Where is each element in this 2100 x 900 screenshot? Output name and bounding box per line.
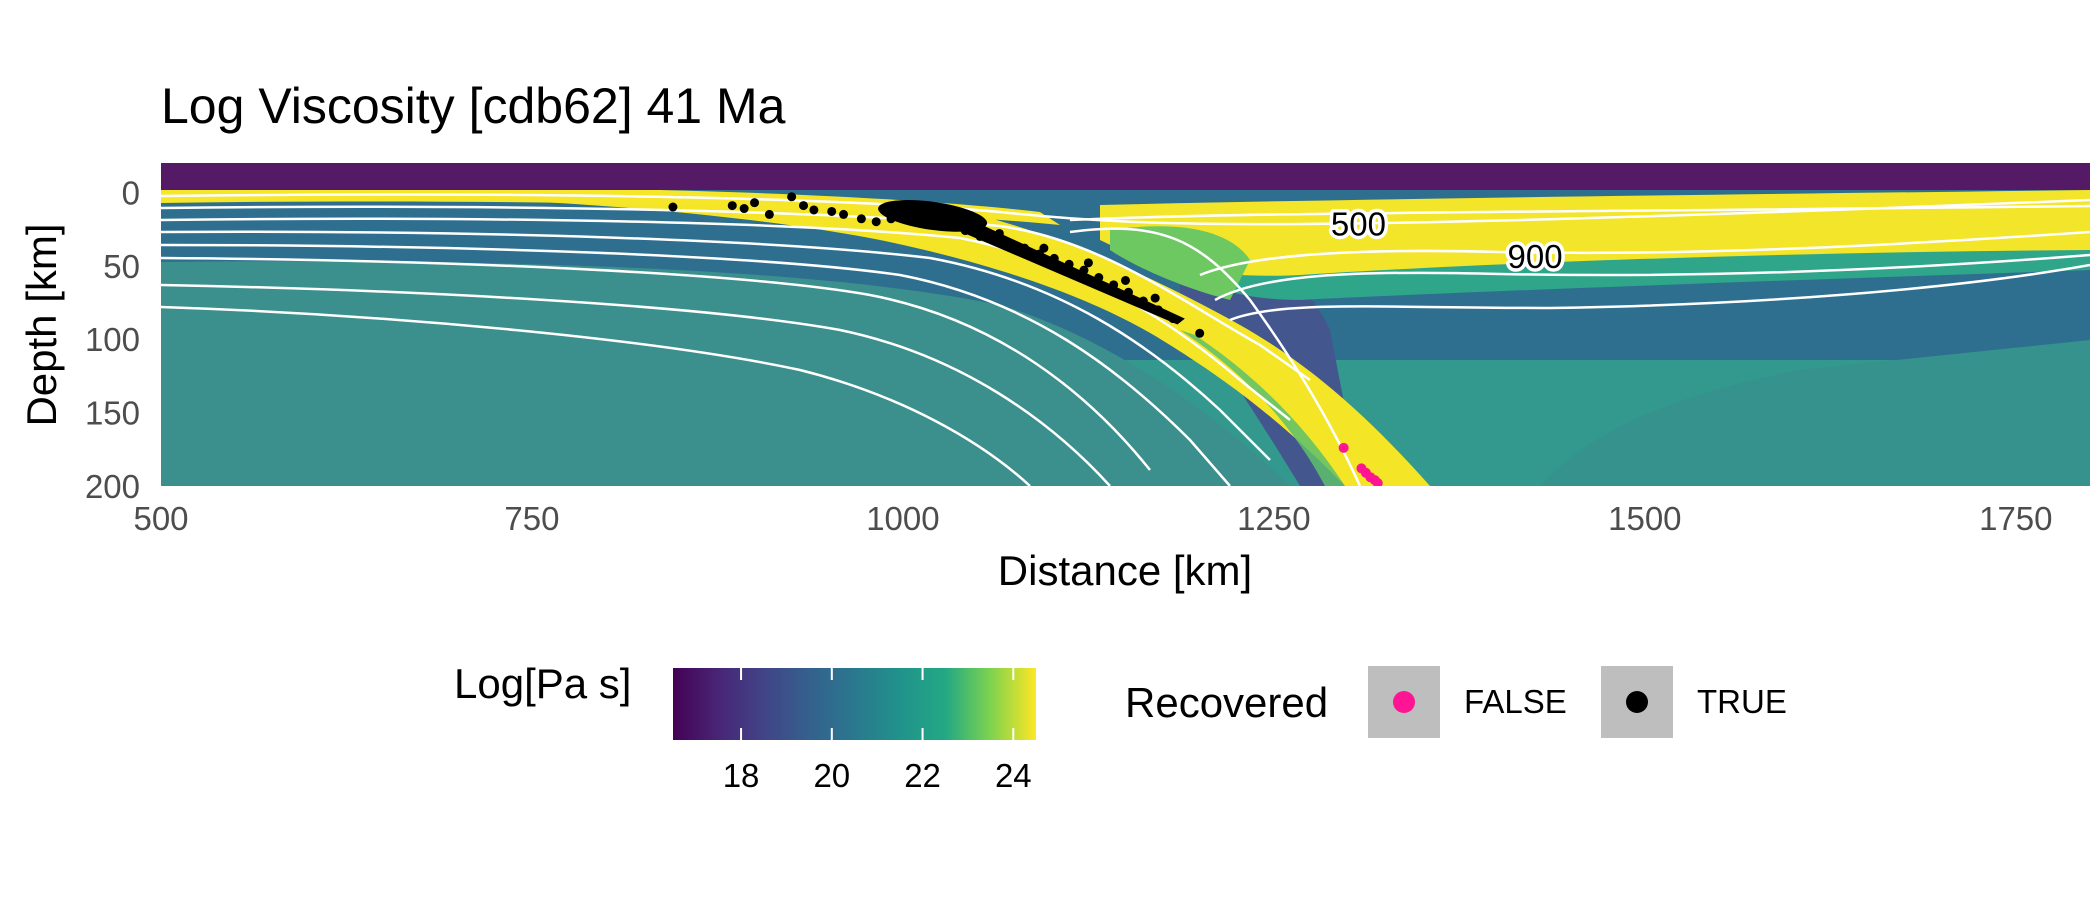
colorbar-ticks: 18 20 22 24 [723, 668, 1032, 794]
point-recovered-true [1039, 243, 1049, 253]
x-tick-label: 1750 [1979, 500, 2052, 537]
point-cluster-true [954, 215, 1185, 325]
point-recovered-true [739, 204, 749, 214]
point-recovered-false [1372, 478, 1383, 486]
legend-label: TRUE [1697, 683, 1787, 720]
y-tick-label: 200 [85, 468, 140, 505]
x-tick-label: 500 [133, 500, 188, 537]
point-recovered-true [750, 198, 760, 208]
point-recovered-true [809, 205, 819, 215]
sticky-air-layer [161, 163, 2090, 190]
slab-edge-green [1180, 330, 1345, 486]
isotherm-line [161, 243, 1231, 486]
right-mantle-region [1540, 340, 2090, 486]
slab-yellow [161, 185, 1430, 486]
x-axis-title: Distance [km] [998, 547, 1252, 594]
point-recovered-true [668, 202, 678, 212]
point-recovered-true [1150, 293, 1160, 303]
point-recovered-true [764, 209, 774, 219]
top-yellow-band [161, 186, 1060, 225]
point-recovered-true [871, 217, 881, 227]
point-recovered-true [827, 206, 837, 216]
points-legend: Recovered FALSE TRUE [1125, 666, 1787, 738]
legend-entry: TRUE [1601, 666, 1787, 738]
x-axis: 500 750 1000 1250 1500 1750 [133, 500, 2052, 537]
wedge-green-patch [1110, 226, 1250, 300]
contour-label: 900 [1508, 238, 1563, 275]
x-tick-label: 1250 [1237, 500, 1310, 537]
isotherm-line [161, 217, 1291, 421]
chart-title: Log Viscosity [cdb62] 41 Ma [161, 78, 786, 134]
lithosphere-layer [161, 261, 1290, 486]
y-axis: 0 50 100 150 200 [85, 174, 140, 505]
isotherm-line [1214, 253, 2090, 302]
point-recovered-true [1083, 258, 1093, 268]
point-recovered-true [1195, 328, 1205, 338]
x-tick-label: 1500 [1608, 500, 1681, 537]
isotherms [161, 193, 2090, 486]
isotherm-line [1229, 263, 2090, 322]
right-crust-yellow [1100, 190, 2090, 276]
legend-entry: FALSE [1368, 666, 1567, 738]
isotherm-line [161, 305, 1031, 486]
contour-label: 500 [1331, 206, 1386, 243]
y-tick-label: 50 [103, 248, 140, 285]
colorbar-tick-label: 20 [813, 757, 850, 794]
isotherm-line [161, 256, 1151, 471]
y-tick-label: 0 [122, 174, 140, 211]
point-recovered-true [1121, 275, 1130, 285]
point-recovered-false [1338, 442, 1349, 453]
isotherm-line [1069, 227, 1362, 486]
recovered-false-points [1338, 442, 1383, 486]
point-recovered-true [799, 201, 809, 211]
legend-point-icon [1393, 691, 1415, 713]
colorbar-title: Log[Pa s] [454, 660, 631, 707]
point-recovered-true [839, 209, 849, 219]
colorbar-tick-label: 22 [904, 757, 941, 794]
points-legend-title: Recovered [1125, 679, 1328, 726]
colorbar [673, 668, 1036, 740]
isotherm-line [161, 193, 2090, 226]
y-tick-label: 100 [85, 321, 140, 358]
point-recovered-true [787, 192, 797, 202]
point-recovered-true [727, 201, 737, 211]
viscosity-field: 500 900 [161, 163, 2090, 486]
legend-label: FALSE [1464, 683, 1567, 720]
colorbar-legend: Log[Pa s] 18 20 22 24 [454, 660, 1036, 794]
y-axis-title: Depth [km] [18, 223, 65, 426]
colorbar-tick-label: 18 [723, 757, 760, 794]
contour-labels: 500 900 [1327, 202, 1566, 278]
isotherm-line [1199, 230, 2090, 277]
y-tick-label: 150 [85, 395, 140, 432]
isotherm-line [161, 283, 1111, 486]
x-tick-label: 750 [504, 500, 559, 537]
isotherm-line [1069, 204, 2090, 222]
x-tick-label: 1000 [866, 500, 939, 537]
recovered-true-points [668, 192, 1205, 338]
point-recovered-true [856, 214, 866, 224]
legend-point-icon [1626, 691, 1648, 713]
colorbar-tick-label: 24 [995, 757, 1032, 794]
isotherm-line [161, 230, 1271, 461]
